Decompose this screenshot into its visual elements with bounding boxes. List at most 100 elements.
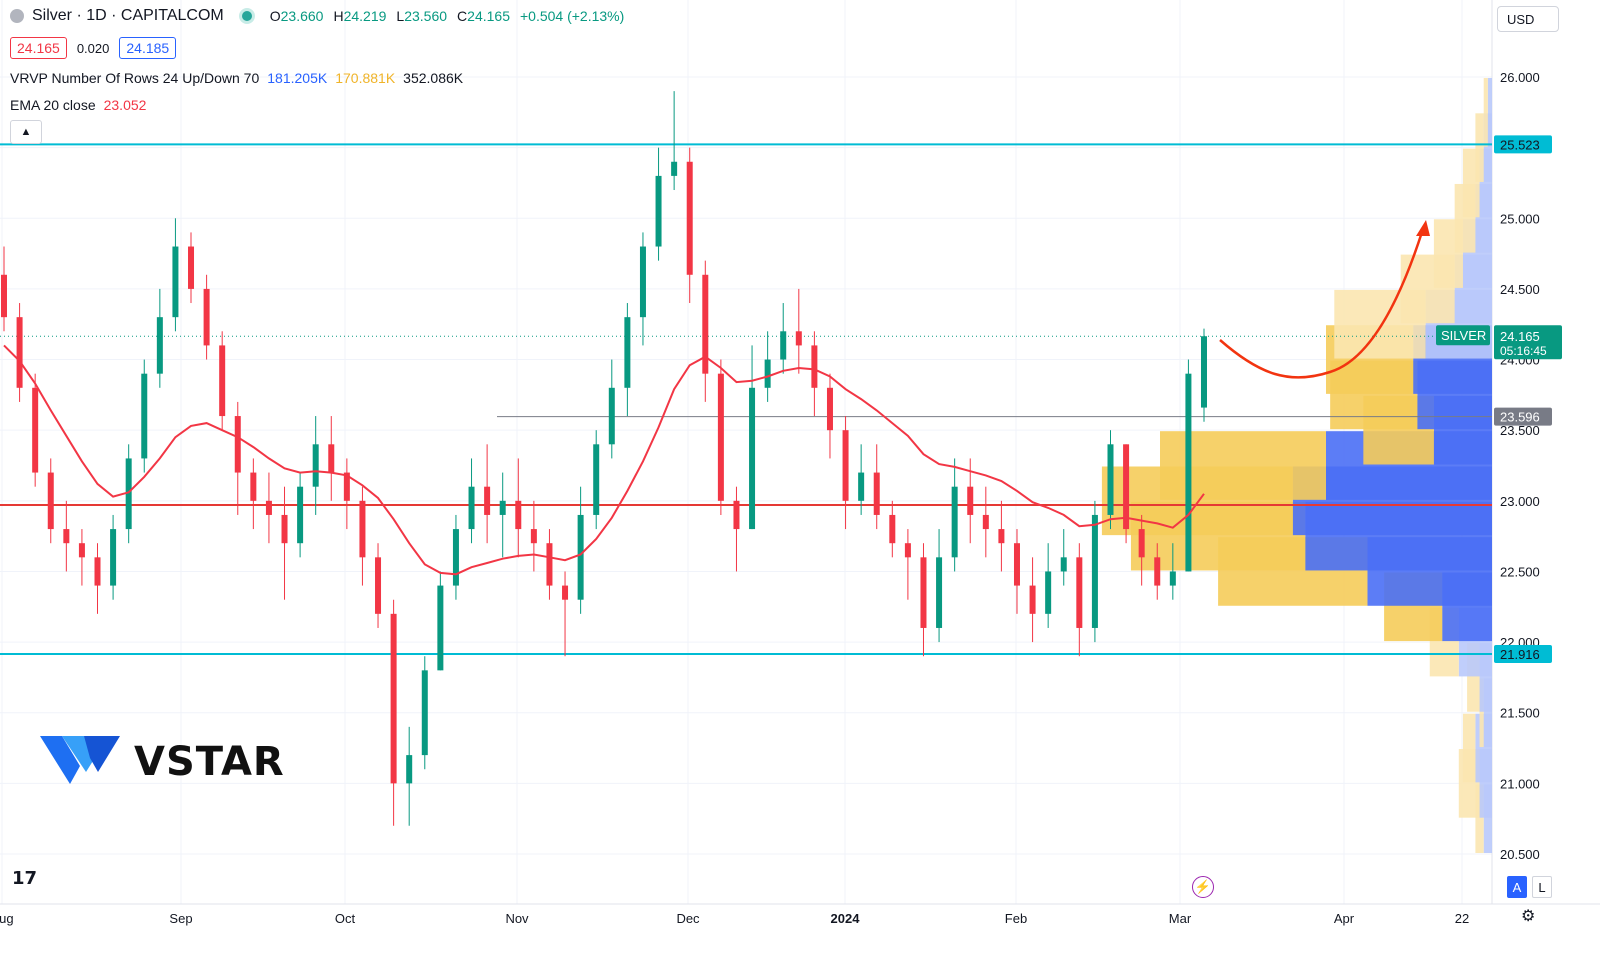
candle-body[interactable] — [936, 557, 943, 628]
buy-button[interactable]: 24.185 — [119, 37, 177, 59]
candle-body[interactable] — [951, 486, 958, 558]
candle-body[interactable] — [421, 670, 428, 756]
candle-body[interactable] — [265, 500, 272, 515]
candle-body[interactable] — [546, 543, 553, 586]
candle-body[interactable] — [1029, 585, 1036, 614]
candle-body[interactable] — [219, 345, 226, 417]
candle-body[interactable] — [63, 529, 70, 544]
candle-body[interactable] — [515, 500, 522, 530]
candle-body[interactable] — [639, 246, 646, 318]
candle-body[interactable] — [343, 472, 350, 501]
candle-body[interactable] — [437, 585, 444, 671]
candle-body[interactable] — [390, 613, 397, 784]
candle-body[interactable] — [1091, 514, 1098, 628]
candle-body[interactable] — [328, 444, 335, 473]
candle-body[interactable] — [297, 486, 304, 544]
candle-body[interactable] — [671, 161, 678, 176]
ema-legend[interactable]: EMA 20 close 23.052 — [10, 97, 154, 113]
candle-body[interactable] — [530, 529, 537, 544]
candle-body[interactable] — [733, 500, 740, 530]
candle-body[interactable] — [406, 755, 413, 784]
candle-body[interactable] — [717, 373, 724, 501]
candle-body[interactable] — [624, 317, 631, 388]
candle-body[interactable] — [1169, 571, 1176, 586]
x-tick-label: Sep — [169, 911, 192, 926]
candle-body[interactable] — [904, 543, 911, 558]
auto-scale-button[interactable]: A — [1507, 876, 1527, 898]
currency-selector[interactable]: USD — [1497, 6, 1559, 32]
candle-body[interactable] — [203, 288, 210, 346]
candle-body[interactable] — [281, 514, 288, 544]
candle-body[interactable] — [842, 430, 849, 501]
x-tick-label: Feb — [1005, 911, 1027, 926]
candle-body[interactable] — [16, 317, 23, 388]
candle-body[interactable] — [1123, 444, 1130, 530]
vp-down-bar — [1479, 678, 1484, 748]
candle-body[interactable] — [499, 500, 506, 515]
candle-body[interactable] — [702, 274, 709, 374]
candle-body[interactable] — [1201, 336, 1207, 408]
candle-body[interactable] — [873, 472, 880, 515]
candle-body[interactable] — [795, 331, 802, 346]
candle-body[interactable] — [1138, 529, 1145, 558]
candle-body[interactable] — [1185, 373, 1192, 572]
candle-body[interactable] — [234, 416, 241, 473]
candle-body[interactable] — [468, 486, 475, 530]
candle-body[interactable] — [920, 557, 927, 628]
vstar-wordmark: VSTAR — [134, 739, 285, 785]
x-tick-label: 2024 — [831, 911, 861, 926]
candle-body[interactable] — [1013, 543, 1020, 586]
candle-body[interactable] — [858, 472, 865, 501]
candle-body[interactable] — [32, 387, 39, 473]
vp-down-bar — [1160, 431, 1326, 500]
candle-body[interactable] — [982, 514, 989, 530]
candle-body[interactable] — [780, 331, 787, 360]
candle-body[interactable] — [749, 387, 756, 530]
candle-body[interactable] — [1060, 557, 1067, 572]
candle-body[interactable] — [312, 444, 319, 487]
candle-body[interactable] — [110, 529, 117, 586]
candle-body[interactable] — [188, 246, 195, 289]
candle-body[interactable] — [1107, 444, 1114, 515]
lightning-icon[interactable]: ⚡ — [1192, 876, 1214, 898]
candle-body[interactable] — [655, 175, 662, 247]
y-tick-label: 22.500 — [1500, 564, 1540, 579]
candle-body[interactable] — [967, 486, 974, 515]
candle-body[interactable] — [577, 514, 584, 600]
sell-button[interactable]: 24.165 — [10, 37, 67, 59]
tradingview-logo[interactable]: 17 — [12, 868, 38, 889]
candle-body[interactable] — [156, 317, 163, 374]
candle-body[interactable] — [125, 458, 132, 530]
candle-body[interactable] — [375, 557, 382, 614]
candle-body[interactable] — [608, 387, 615, 445]
candle-body[interactable] — [47, 472, 54, 530]
vrvp-legend[interactable]: VRVP Number Of Rows 24 Up/Down 70 181.205… — [10, 70, 471, 86]
candle-body[interactable] — [593, 444, 600, 515]
candle-body[interactable] — [1154, 557, 1161, 586]
candle-body[interactable] — [250, 472, 257, 501]
candle-body[interactable] — [1076, 557, 1083, 628]
candle-body[interactable] — [811, 345, 818, 388]
candle-body[interactable] — [359, 500, 366, 558]
candle-body[interactable] — [141, 373, 148, 459]
candle-body[interactable] — [172, 246, 179, 318]
collapse-legend-button[interactable]: ▲ — [10, 120, 42, 144]
candle-body[interactable] — [889, 514, 896, 544]
candle-body[interactable] — [452, 529, 459, 586]
symbol-title[interactable]: Silver · 1D · CAPITALCOM — [32, 7, 224, 24]
log-scale-button[interactable]: L — [1532, 876, 1552, 898]
candle-body[interactable] — [562, 585, 569, 600]
gear-icon[interactable]: ⚙ — [1521, 908, 1536, 925]
candle-body[interactable] — [484, 486, 491, 515]
candle-body[interactable] — [826, 387, 833, 431]
vp-down-bar — [1475, 784, 1484, 853]
candle-body[interactable] — [1, 274, 7, 318]
candle-body[interactable] — [764, 359, 771, 388]
candle-body[interactable] — [998, 529, 1005, 544]
candle-body[interactable] — [686, 161, 693, 275]
candle-body[interactable] — [94, 557, 101, 586]
quote-row: 24.165 0.020 24.185 — [10, 37, 177, 59]
candle-body[interactable] — [1045, 571, 1052, 614]
candle-body[interactable] — [78, 543, 85, 558]
